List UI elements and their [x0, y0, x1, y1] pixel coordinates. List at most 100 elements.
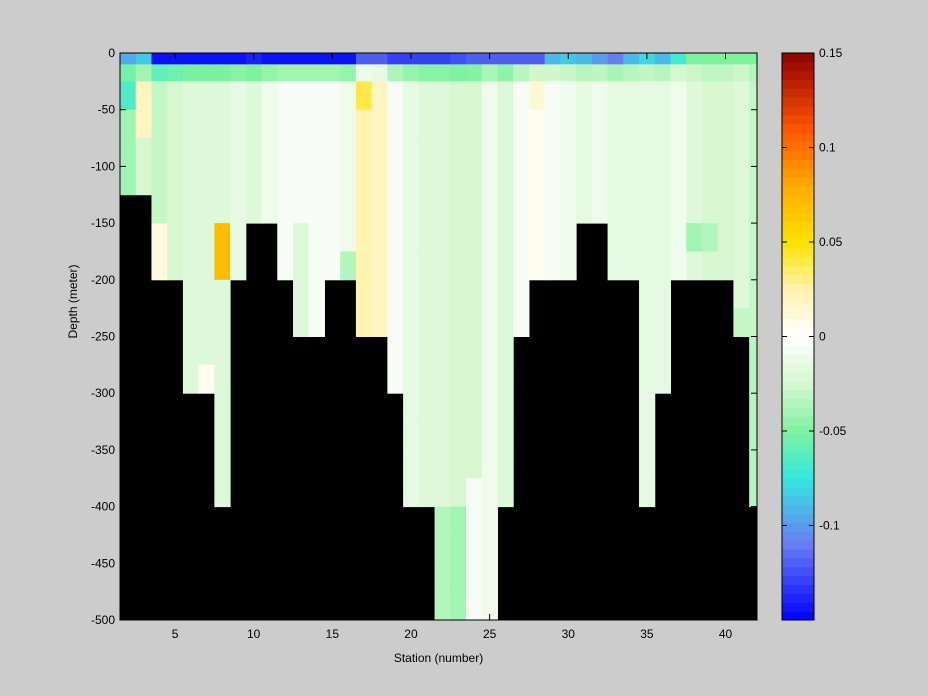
heatmap-cell	[245, 194, 263, 224]
heatmap-cell	[261, 138, 278, 167]
y-tick-label: 0	[108, 46, 115, 60]
heatmap-cell	[654, 251, 671, 281]
heatmap-cell	[497, 81, 514, 111]
heatmap-cell	[387, 109, 404, 139]
heatmap-cell	[261, 109, 278, 139]
heatmap-cell	[528, 166, 546, 196]
heatmap-cell	[670, 138, 687, 167]
heatmap-cell	[450, 251, 467, 281]
colorbar-band	[782, 203, 814, 213]
heatmap-cell	[198, 194, 215, 224]
colorbar-band	[782, 345, 814, 355]
heatmap-cell	[198, 166, 215, 196]
heatmap-cell	[371, 223, 388, 252]
heatmap-cell	[497, 336, 514, 366]
heatmap-cell	[403, 364, 420, 394]
heatmap-cell	[639, 336, 656, 366]
heatmap-cell	[450, 109, 467, 139]
heatmap-cell	[450, 336, 467, 366]
heatmap-cell	[733, 109, 750, 139]
colorbar-band	[782, 256, 814, 267]
heatmap-cell	[733, 194, 750, 224]
heatmap-cell	[198, 223, 215, 252]
heatmap-cell	[466, 449, 483, 479]
colorbar-band	[782, 265, 814, 275]
heatmap-cell	[340, 194, 357, 224]
heatmap-cell	[214, 223, 231, 252]
heatmap-cell	[481, 223, 498, 252]
heatmap-cell	[418, 421, 436, 451]
colorbar-band	[782, 416, 814, 426]
heatmap-cell	[686, 166, 703, 196]
heatmap-cell	[371, 279, 388, 309]
heatmap-cell	[182, 279, 200, 309]
heatmap-cell	[639, 194, 656, 224]
heatmap-cell	[701, 64, 719, 82]
heatmap-cell	[387, 364, 404, 394]
heatmap-cell	[544, 109, 561, 139]
heatmap-cell	[528, 109, 546, 139]
heatmap-cell	[434, 308, 451, 337]
heatmap-cell	[434, 166, 451, 196]
heatmap-cell	[293, 166, 310, 196]
heatmap-cell	[701, 251, 719, 281]
heatmap-cell	[481, 393, 498, 423]
y-axis-label: Depth (meter)	[66, 264, 80, 338]
heatmap-cell	[607, 223, 624, 252]
heatmap-cell	[355, 81, 373, 111]
heatmap-cell	[623, 251, 640, 281]
heatmap-cell	[733, 138, 750, 167]
heatmap-cell	[639, 166, 656, 196]
heatmap-cell	[198, 64, 215, 82]
heatmap-cell	[214, 109, 231, 139]
heatmap-cell	[293, 251, 310, 281]
heatmap-cell	[151, 194, 168, 224]
heatmap-cell	[639, 138, 656, 167]
colorbar-band	[782, 602, 814, 612]
heatmap-cell	[544, 251, 561, 281]
plot-area	[119, 52, 758, 621]
heatmap-cell	[466, 563, 483, 593]
heatmap-cell	[293, 223, 310, 252]
heatmap-cell	[639, 223, 656, 252]
heatmap-cell	[560, 64, 577, 82]
heatmap-cell	[639, 81, 656, 111]
heatmap-cell	[481, 364, 498, 394]
heatmap-cell	[654, 194, 671, 224]
heatmap-cell	[576, 53, 593, 65]
colorbar-tick-label: 0.05	[819, 235, 843, 249]
heatmap-cell	[450, 478, 467, 508]
x-axis-label: Station (number)	[394, 651, 483, 665]
heatmap-cell	[466, 53, 483, 65]
heatmap-cell	[560, 138, 577, 167]
heatmap-cell	[261, 64, 278, 82]
heatmap-cell	[497, 421, 514, 451]
heatmap-cell	[230, 109, 247, 139]
heatmap-cell	[418, 393, 436, 423]
colorbar-band	[782, 221, 814, 231]
colorbar-band	[782, 371, 814, 382]
colorbar-band	[782, 354, 814, 364]
heatmap-cell	[513, 53, 530, 65]
heatmap-cell	[434, 223, 451, 252]
heatmap-cell	[214, 194, 231, 224]
heatmap-cell	[230, 223, 247, 252]
heatmap-cell	[733, 81, 750, 111]
heatmap-cell	[591, 194, 609, 224]
heatmap-cell	[466, 279, 483, 309]
heatmap-cell	[560, 251, 577, 281]
heatmap-cell	[308, 53, 325, 65]
heatmap-cell	[544, 138, 561, 167]
heatmap-cell	[576, 194, 593, 224]
heatmap-cell	[481, 109, 498, 139]
heatmap-cell	[261, 81, 278, 111]
y-tick-label: -300	[91, 386, 115, 400]
heatmap-cell	[576, 166, 593, 196]
heatmap-cell	[639, 308, 656, 337]
colorbar-band	[782, 522, 814, 532]
heatmap-cell	[277, 223, 294, 252]
heatmap-cell	[340, 138, 357, 167]
y-tick-label: -150	[91, 216, 115, 230]
heatmap-cell	[214, 421, 231, 451]
x-tick-label: 30	[562, 627, 576, 641]
